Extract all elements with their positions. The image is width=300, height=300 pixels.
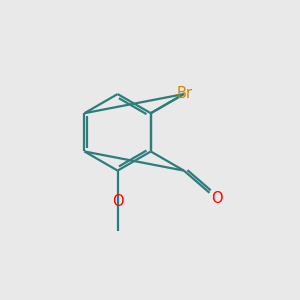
Text: O: O (211, 191, 222, 206)
Text: Br: Br (176, 86, 192, 101)
Text: O: O (112, 194, 123, 209)
